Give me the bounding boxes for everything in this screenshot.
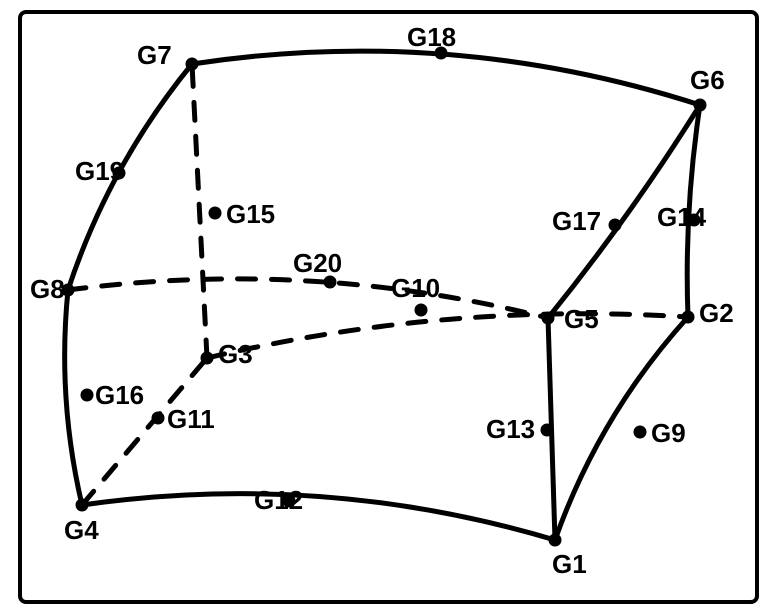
node-G12 [283, 495, 296, 508]
edge-G8-G4 [65, 290, 82, 505]
node-G2 [682, 311, 695, 324]
edge-G3-G2 [207, 314, 688, 358]
node-G1 [549, 534, 562, 547]
node-G11 [152, 412, 165, 425]
edge-G4-G1 [82, 494, 555, 540]
node-G10 [415, 304, 428, 317]
node-G13 [541, 424, 554, 437]
node-G5 [542, 312, 555, 325]
node-G8 [62, 284, 75, 297]
edge-G6-G5 [548, 105, 700, 318]
node-G16 [81, 389, 94, 402]
edge-G4-G3 [82, 358, 207, 505]
frame-border [20, 12, 757, 602]
edge-G6-G2 [687, 105, 700, 317]
edge-G2-G1 [555, 317, 688, 540]
node-G18 [435, 47, 448, 60]
node-G9 [634, 426, 647, 439]
node-G4 [76, 499, 89, 512]
node-G17 [609, 219, 622, 232]
node-G6 [694, 99, 707, 112]
node-G7 [186, 58, 199, 71]
edge-G7-G6 [192, 51, 700, 105]
diagram-svg [0, 0, 780, 615]
edge-G3-G7 [192, 64, 207, 358]
node-G15 [209, 207, 222, 220]
node-G19 [113, 167, 126, 180]
node-G3 [201, 352, 214, 365]
node-G20 [324, 276, 337, 289]
diagram-wrap: G1G2G3G4G5G6G7G8G9G10G11G12G13G14G15G16G… [0, 0, 780, 615]
edge-G8-G5 [68, 279, 548, 318]
edge-G8-G7 [68, 64, 192, 290]
node-G14 [688, 214, 701, 227]
